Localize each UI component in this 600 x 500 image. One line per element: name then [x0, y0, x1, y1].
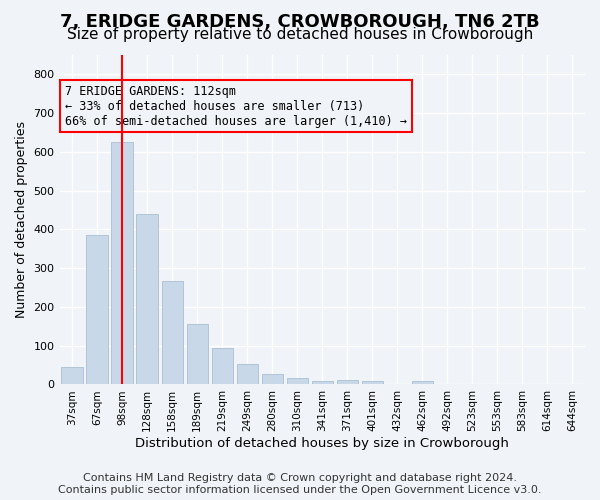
Bar — [112, 142, 133, 384]
Text: Contains HM Land Registry data © Crown copyright and database right 2024.
Contai: Contains HM Land Registry data © Crown c… — [58, 474, 542, 495]
Text: Size of property relative to detached houses in Crowborough: Size of property relative to detached ho… — [67, 28, 533, 42]
Bar — [61, 367, 83, 384]
Bar — [262, 374, 283, 384]
Text: 7 ERIDGE GARDENS: 112sqm
← 33% of detached houses are smaller (713)
66% of semi-: 7 ERIDGE GARDENS: 112sqm ← 33% of detach… — [65, 84, 407, 128]
Y-axis label: Number of detached properties: Number of detached properties — [15, 121, 28, 318]
Bar — [136, 214, 158, 384]
Bar — [337, 380, 358, 384]
Bar — [212, 348, 233, 385]
Bar — [187, 324, 208, 384]
Bar — [236, 364, 258, 384]
Bar — [311, 380, 333, 384]
Bar — [362, 380, 383, 384]
Bar — [161, 280, 183, 384]
Bar — [287, 378, 308, 384]
Bar — [86, 235, 108, 384]
Bar — [412, 382, 433, 384]
Text: 7, ERIDGE GARDENS, CROWBOROUGH, TN6 2TB: 7, ERIDGE GARDENS, CROWBOROUGH, TN6 2TB — [60, 12, 540, 30]
X-axis label: Distribution of detached houses by size in Crowborough: Distribution of detached houses by size … — [136, 437, 509, 450]
